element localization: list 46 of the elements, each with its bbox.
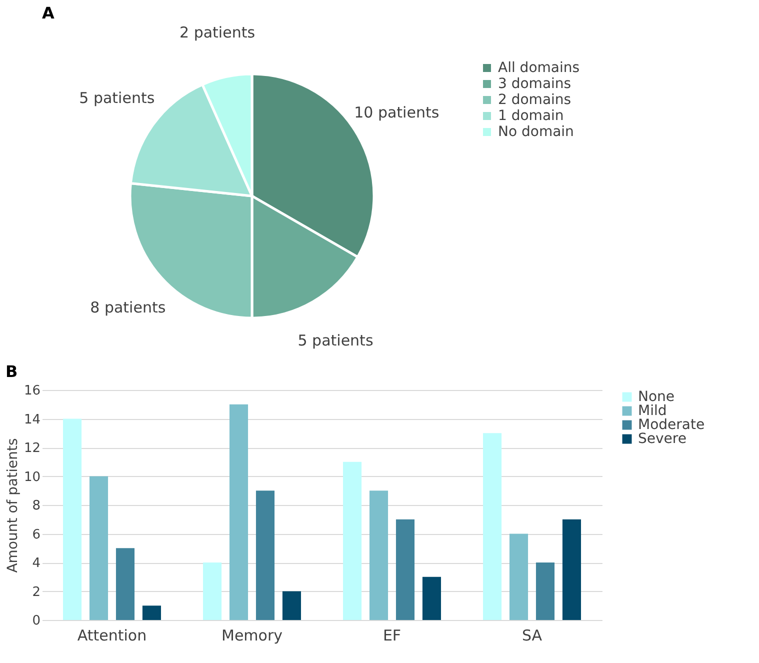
bar [89,476,108,620]
x-tick-label: SA [522,626,543,644]
y-tick-label: 10 [24,470,40,485]
bar [562,519,581,620]
legend-label: Severe [638,431,686,447]
legend-label: 1 domain [498,108,564,124]
bar [203,562,222,620]
legend-label: No domain [498,124,574,140]
data-label: 8 patients [90,298,166,317]
legend-label: Mild [638,403,667,419]
data-label: 5 patients [79,88,155,107]
legend-label: All domains [498,60,580,76]
y-tick-label: 16 [24,384,40,398]
x-tick-label: Attention [77,626,147,644]
legend-label: 2 domains [498,92,572,108]
bar [509,534,528,620]
bar [256,490,275,620]
bar [536,562,555,620]
bar [483,433,502,620]
bar [343,462,362,620]
bar [422,576,441,620]
bar [63,418,82,620]
y-tick-label: 6 [32,527,40,542]
bar [369,490,388,620]
data-label: 10 patients [354,104,440,122]
x-tick-label: Memory [221,626,283,644]
y-axis-title: Amount of patients [4,438,21,573]
bar [229,404,248,620]
legend-label: Moderate [638,417,705,433]
bar [396,519,415,620]
data-label: 2 patients [180,24,256,42]
data-label: 5 patients [298,332,374,350]
bar [142,606,161,620]
bar [282,591,301,620]
y-tick-label: 0 [32,614,40,628]
legend-label: 3 domains [498,76,572,92]
y-tick-label: 4 [32,556,40,571]
chart-title: A [42,4,55,23]
chart-title: B [5,362,18,381]
y-tick-label: 14 [24,412,40,428]
y-tick-label: 12 [24,441,40,456]
y-tick-label: 2 [32,584,40,600]
legend-label: None [638,389,675,405]
bar [116,548,135,620]
y-tick-label: 8 [32,498,40,514]
x-tick-label: EF [382,626,402,644]
